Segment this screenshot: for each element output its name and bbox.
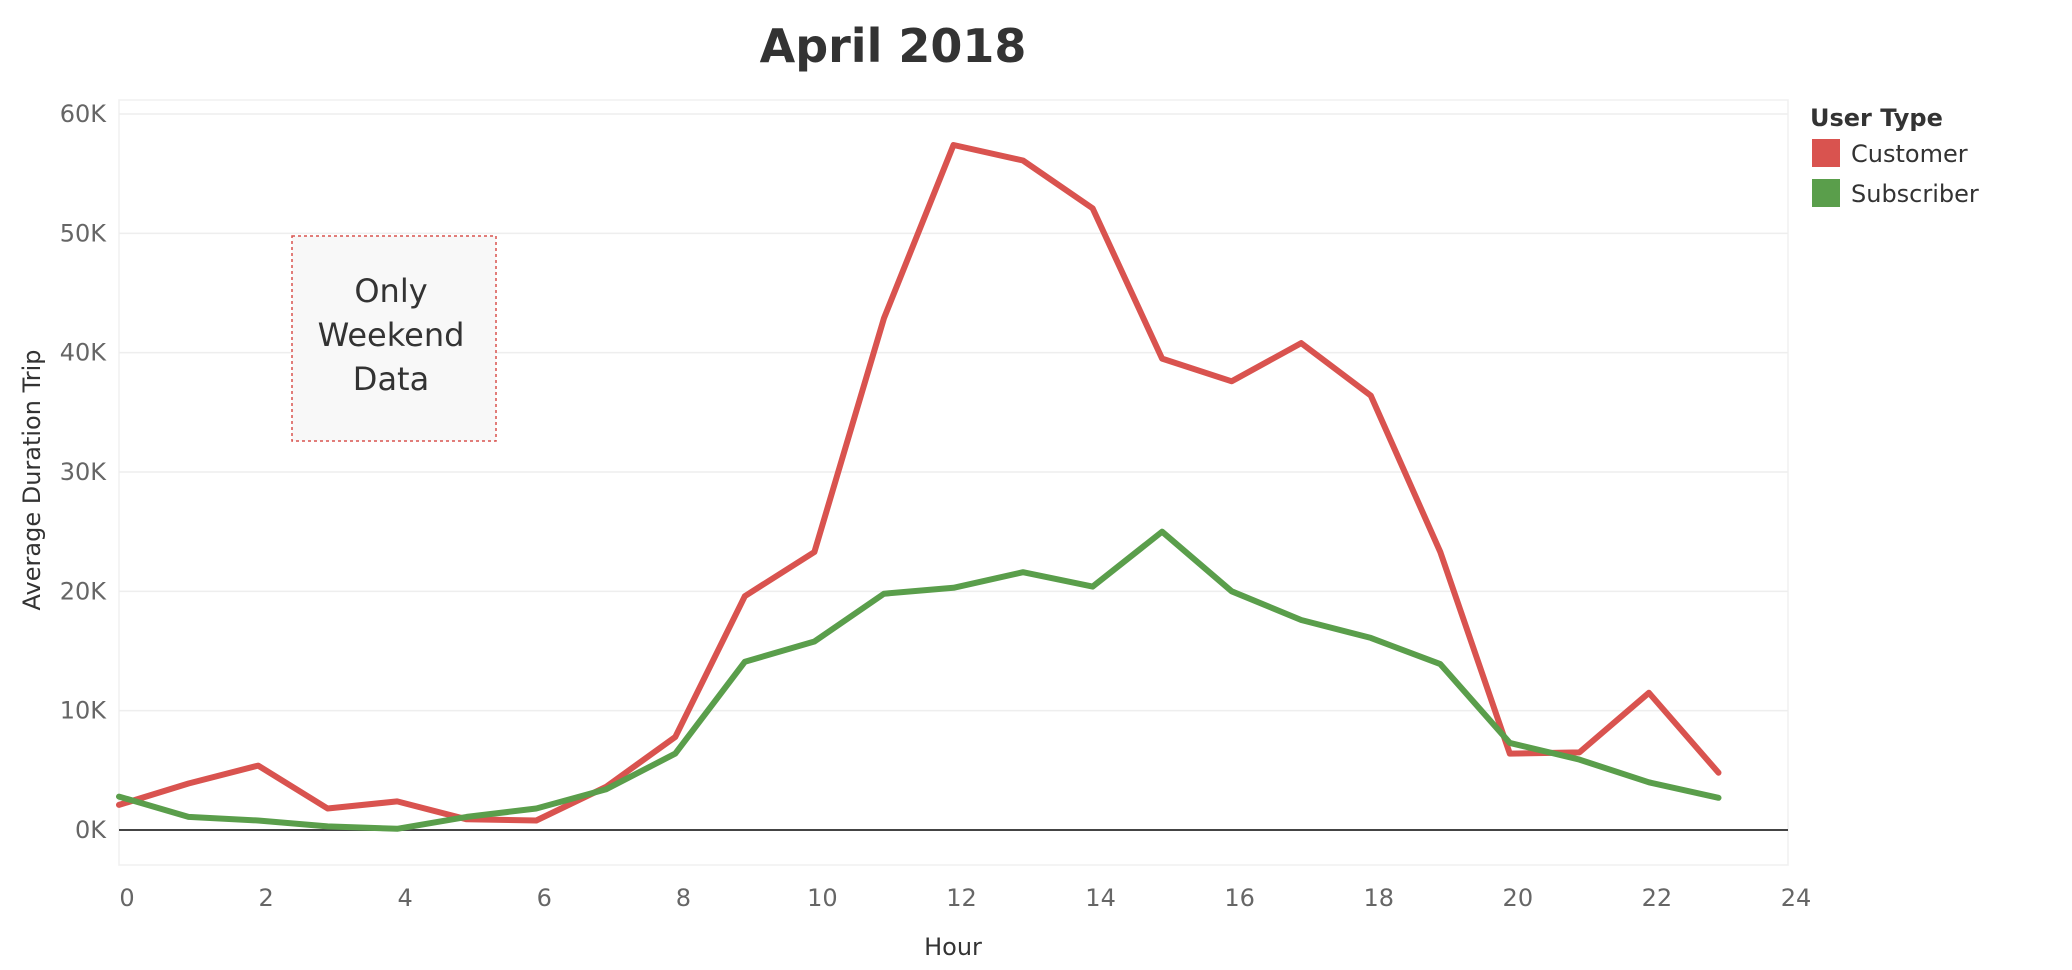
x-tick-label: 24 [1781,884,1812,912]
x-tick-label: 10 [807,884,838,912]
legend: User Type Customer Subscriber [1810,104,1979,208]
x-tick-label: 14 [1085,884,1116,912]
x-tick-label: 18 [1363,884,1394,912]
x-axis-title: Hour [924,933,982,961]
x-tick-label: 2 [258,884,273,912]
y-tick-label: 0K [75,816,107,844]
annotation-box [291,235,497,442]
x-tick-label: 22 [1642,884,1673,912]
y-tick-label: 30K [60,458,108,486]
x-tick-label: 8 [676,884,691,912]
legend-swatch-subscriber [1812,179,1840,207]
x-tick-label: 0 [119,884,134,912]
legend-item-customer[interactable]: Customer [1812,139,1968,168]
series-line-subscriber [116,528,1722,832]
x-tick-label: 16 [1224,884,1255,912]
series-lines [116,142,1722,832]
plot-area [118,99,1789,866]
legend-swatch-customer [1812,139,1840,167]
x-tick-label: 6 [537,884,552,912]
series-line-customer [116,142,1722,824]
x-tick-label: 20 [1503,884,1534,912]
chart-title: April 2018 [760,19,1027,73]
y-tick-label: 20K [60,577,108,605]
y-axis-title: Average Duration Trip [18,350,46,611]
y-tick-label: 50K [60,219,108,247]
y-tick-label: 40K [60,339,108,367]
legend-title: User Type [1810,104,1943,132]
y-axis: 0K 10K 20K 30K 40K 50K 60K [60,100,108,844]
y-tick-label: 10K [60,697,108,725]
legend-label-subscriber: Subscriber [1851,180,1979,208]
x-axis: 0 2 4 6 8 10 12 14 16 18 20 22 24 [119,884,1811,912]
legend-item-subscriber[interactable]: Subscriber [1812,179,1979,208]
annotation-line-3: Data [353,360,429,398]
legend-label-customer: Customer [1851,140,1968,168]
x-tick-label: 12 [946,884,977,912]
x-tick-label: 4 [398,884,413,912]
annotation: Only Weekend Data [291,235,497,442]
y-tick-label: 60K [60,100,108,128]
annotation-line-1: Only [354,272,427,310]
annotation-line-2: Weekend [318,316,465,354]
